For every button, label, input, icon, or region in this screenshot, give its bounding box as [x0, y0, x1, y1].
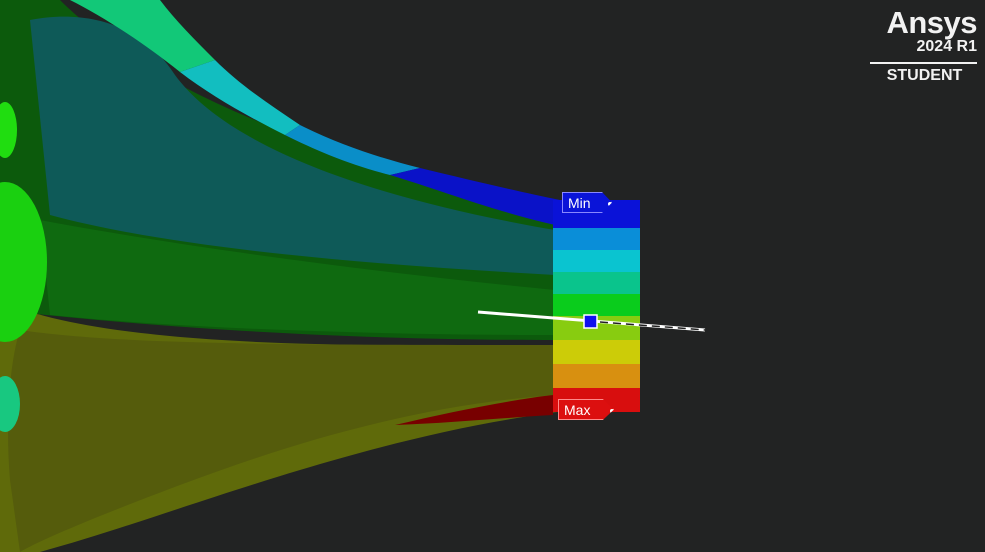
band-dark-red	[395, 395, 553, 425]
part-olive-face	[8, 330, 556, 552]
max-label-text: Max	[564, 402, 591, 418]
hole-bottom	[0, 376, 20, 432]
flange-band-cyan	[285, 125, 420, 175]
logo-edition: STUDENT	[886, 67, 963, 84]
ansys-logo: Ansys 2024 R1 STUDENT	[862, 5, 978, 85]
part-green-center	[40, 220, 555, 335]
logo-version: 2024 R1	[916, 38, 978, 55]
hole-top	[0, 102, 17, 158]
band-3	[553, 250, 640, 272]
flange-band-blue	[390, 168, 560, 225]
hole-middle	[0, 182, 47, 342]
min-probe-label[interactable]: Min	[562, 192, 612, 213]
band-4	[553, 272, 640, 294]
band-8	[553, 364, 640, 388]
band-7	[553, 340, 640, 364]
probe-handle[interactable]	[583, 314, 598, 329]
band-2	[553, 228, 640, 250]
max-marker-dot	[610, 409, 614, 413]
min-marker-dot	[608, 202, 612, 206]
flange-band-aqua	[180, 60, 300, 135]
min-label-text: Min	[568, 195, 591, 211]
band-5	[553, 294, 640, 316]
probe-line-inner	[599, 321, 706, 331]
max-probe-label[interactable]: Max	[558, 399, 614, 420]
logo-divider	[870, 62, 977, 64]
flange-band-green	[70, 0, 215, 72]
part-teal-face	[30, 16, 555, 276]
logo-brand: Ansys	[886, 5, 977, 40]
